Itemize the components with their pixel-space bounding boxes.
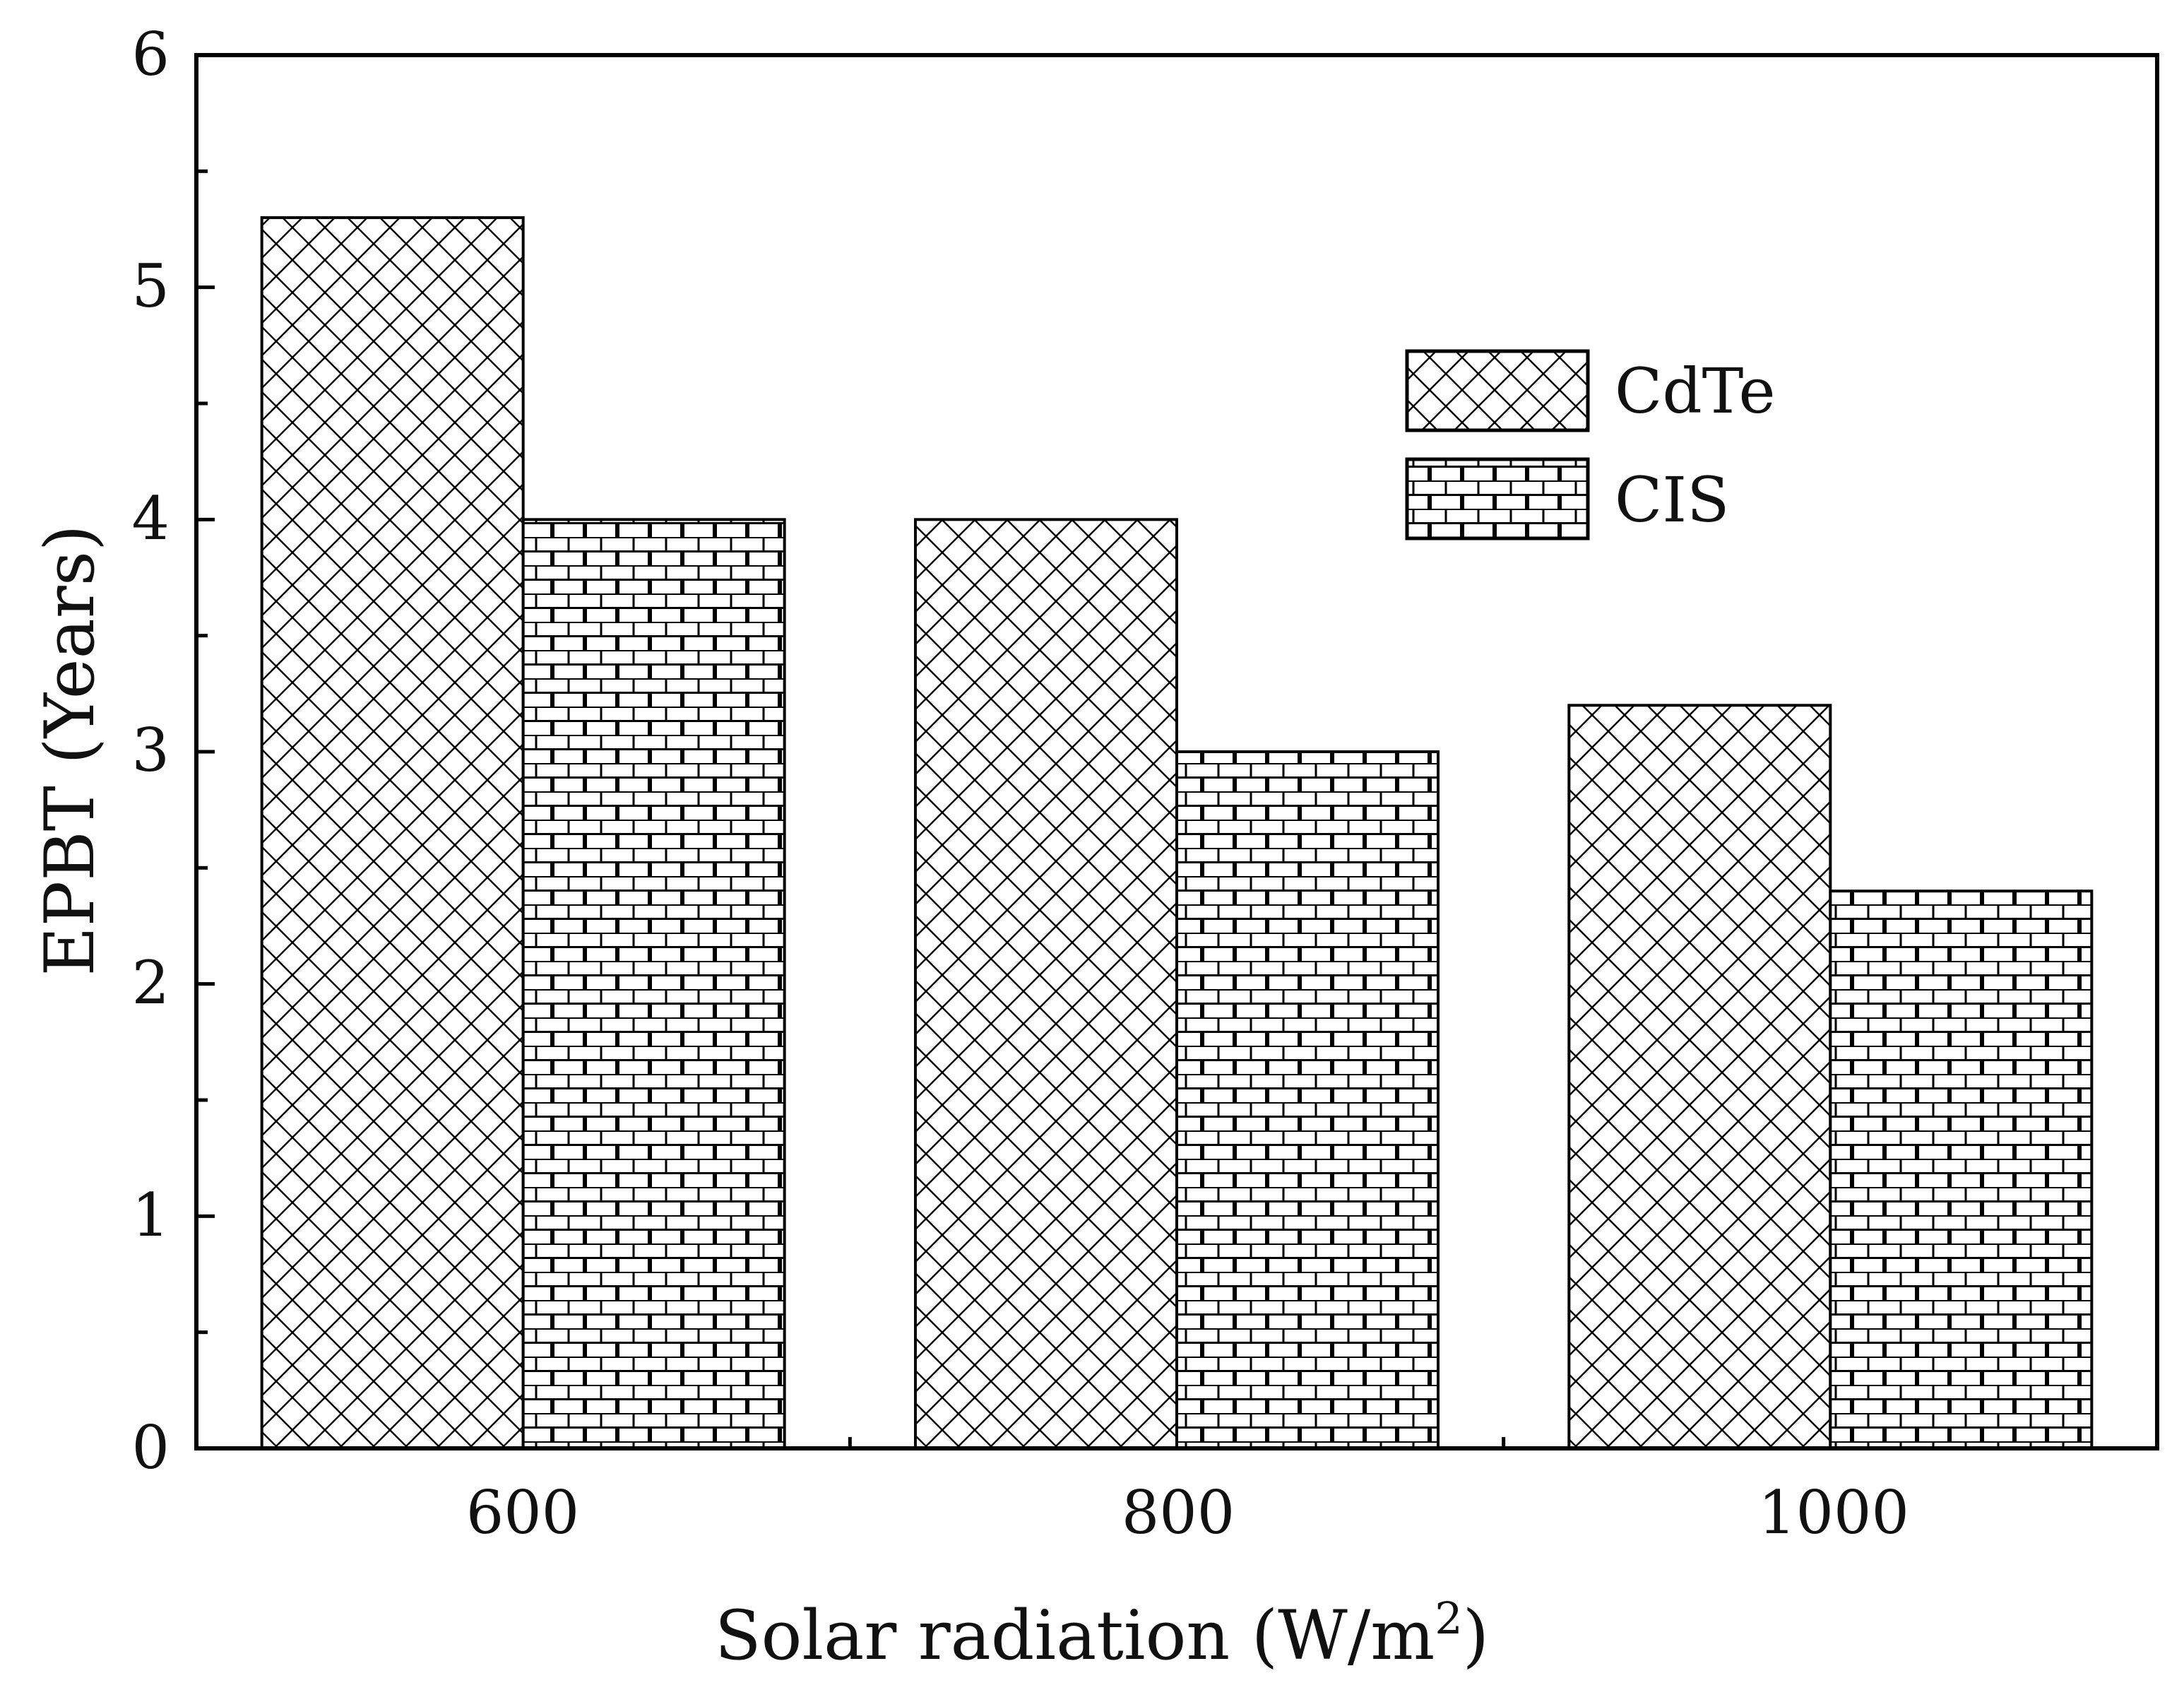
y-tick-label-5: 5	[132, 252, 170, 321]
bars-group	[260, 216, 2094, 1450]
x-tick-label-1000: 1000	[1758, 1478, 1909, 1547]
bar-cdte-600	[260, 216, 525, 1450]
bar-cis-800	[1175, 750, 1440, 1450]
axis-ticks	[196, 53, 1506, 1450]
y-tick-labels: 0 1 2 3 4 5 6	[132, 20, 170, 1482]
x-axis-title: Solar radiation (W/m2)	[715, 1592, 1489, 1675]
y-tick-label-1: 1	[132, 1181, 170, 1250]
bar-cis-1000	[1829, 890, 2094, 1450]
y-tick-label-0: 0	[132, 1413, 170, 1482]
legend-label-cdte: CdTe	[1615, 355, 1776, 427]
legend-swatch-cis	[1405, 457, 1590, 540]
bar-cdte-800	[914, 518, 1178, 1450]
y-tick-label-4: 4	[132, 484, 170, 553]
y-tick-label-6: 6	[132, 20, 170, 89]
x-tick-labels: 600 800 1000	[466, 1478, 1909, 1547]
y-axis-title: EPBT (Years)	[30, 525, 109, 976]
x-tick-label-600: 600	[466, 1478, 579, 1547]
legend-swatch-cdte	[1405, 349, 1590, 432]
bar-cis-600	[521, 518, 786, 1450]
bar-cdte-1000	[1567, 704, 1832, 1450]
y-tick-label-3: 3	[132, 716, 170, 785]
x-tick-label-800: 800	[1122, 1478, 1235, 1547]
legend-label-cis: CIS	[1615, 463, 1729, 536]
legend: CdTe CIS	[1405, 349, 1776, 540]
y-tick-label-2: 2	[132, 948, 170, 1017]
